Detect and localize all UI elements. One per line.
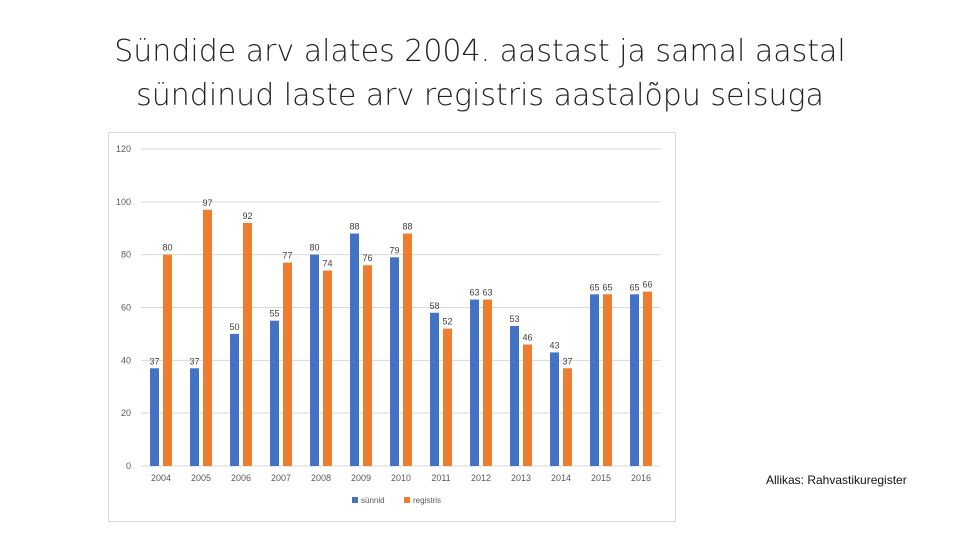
- data-label: 52: [442, 317, 452, 327]
- bar-registris: [323, 270, 332, 466]
- chart-frame: 0 20 40 60 80 100 120 37 80 2004 37 97 2005 50 92 2006 5…: [108, 132, 676, 522]
- bar-sünnid: [510, 325, 519, 466]
- legend-label-registris: registris: [413, 496, 441, 505]
- data-label: 37: [562, 356, 572, 366]
- y-tick-label: 120: [116, 144, 131, 154]
- bar-sünnid: [150, 368, 159, 466]
- bar-registris: [243, 222, 252, 466]
- legend-swatch-sünnid: [352, 497, 358, 503]
- slide-title: Sündide arv alates 2004. aastast ja sama…: [0, 30, 960, 118]
- x-tick-label: 2005: [191, 473, 211, 483]
- bar-registris: [523, 344, 532, 466]
- bar-sünnid: [590, 294, 599, 466]
- legend-swatch-registris: [404, 497, 410, 503]
- y-tick-label: 0: [126, 461, 131, 471]
- x-tick-label: 2011: [431, 473, 450, 483]
- y-tick-label: 100: [116, 197, 131, 207]
- bar-sünnid: [470, 299, 479, 466]
- slide-title-line1: Sündide arv alates 2004. aastast ja sama…: [114, 34, 846, 69]
- bar-registris: [163, 254, 172, 466]
- data-label: 97: [202, 198, 212, 208]
- source-note: Allikas: Rahvastikuregister: [766, 473, 907, 487]
- data-label: 88: [349, 222, 359, 232]
- x-tick-label: 2009: [351, 473, 371, 483]
- data-label: 65: [629, 282, 639, 292]
- bar-registris: [443, 328, 452, 466]
- bar-sünnid: [310, 254, 319, 466]
- data-label: 66: [642, 280, 652, 290]
- bar-registris: [483, 299, 492, 466]
- y-tick-label: 80: [121, 250, 131, 260]
- x-tick-label: 2010: [391, 473, 411, 483]
- x-tick-label: 2008: [311, 473, 331, 483]
- data-label: 76: [362, 253, 372, 263]
- x-tick-label: 2012: [471, 473, 491, 483]
- bar-sünnid: [230, 333, 239, 466]
- bar-sünnid: [270, 320, 279, 466]
- slide-title-line2: sündinud laste arv registris aastalõpu s…: [136, 78, 824, 113]
- bar-sünnid: [390, 257, 399, 466]
- data-label: 37: [189, 356, 199, 366]
- data-label: 92: [242, 211, 252, 221]
- y-tick-label: 60: [121, 303, 131, 313]
- data-label: 46: [522, 332, 532, 342]
- bar-sünnid: [190, 368, 199, 466]
- x-tick-label: 2013: [511, 473, 531, 483]
- data-label: 79: [389, 245, 399, 255]
- data-label: 88: [402, 222, 412, 232]
- data-label: 65: [589, 282, 599, 292]
- bar-registris: [283, 262, 292, 466]
- bar-registris: [643, 291, 652, 466]
- data-label: 37: [149, 356, 159, 366]
- bar-registris: [563, 368, 572, 466]
- data-label: 63: [482, 288, 492, 298]
- bar-chart: 0 20 40 60 80 100 120 37 80 2004 37 97 2005 50 92 2006 5…: [116, 144, 661, 505]
- data-label: 80: [162, 243, 172, 253]
- bar-sünnid: [550, 352, 559, 466]
- bar-sünnid: [630, 294, 639, 466]
- y-tick-label: 20: [121, 408, 131, 418]
- x-tick-label: 2016: [631, 473, 651, 483]
- x-tick-label: 2014: [551, 473, 571, 483]
- bar-registris: [363, 265, 372, 466]
- data-label: 80: [309, 243, 319, 253]
- x-tick-label: 2004: [151, 473, 171, 483]
- data-label: 50: [229, 322, 239, 332]
- data-label: 55: [269, 309, 279, 319]
- x-tick-label: 2007: [271, 473, 291, 483]
- data-label: 63: [469, 288, 479, 298]
- data-label: 74: [322, 259, 332, 269]
- bar-registris: [403, 233, 412, 466]
- data-label: 58: [429, 301, 439, 311]
- data-label: 65: [602, 282, 612, 292]
- x-tick-label: 2015: [591, 473, 611, 483]
- data-label: 77: [282, 251, 292, 261]
- legend-label-sünnid: sünnid: [361, 496, 385, 505]
- bar-sünnid: [430, 312, 439, 466]
- bar-registris: [603, 294, 612, 466]
- y-tick-label: 40: [121, 355, 131, 365]
- bar-registris: [203, 209, 212, 466]
- x-tick-label: 2006: [231, 473, 251, 483]
- data-label: 53: [509, 314, 519, 324]
- bar-sünnid: [350, 233, 359, 466]
- data-label: 43: [549, 340, 559, 350]
